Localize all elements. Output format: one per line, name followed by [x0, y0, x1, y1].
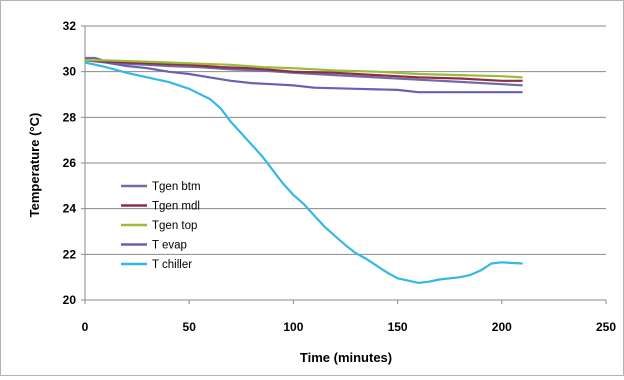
x-tick-label: 50: [183, 320, 197, 334]
x-axis-title: Time (minutes): [300, 350, 392, 365]
series-lines: [84, 56, 523, 284]
y-tick-label: 22: [63, 247, 77, 261]
y-tick-label: 24: [63, 202, 77, 216]
x-tick-label: 200: [492, 320, 512, 334]
legend-label: T chiller: [152, 259, 192, 271]
y-tick-label: 26: [63, 156, 77, 170]
x-tick-label: 0: [82, 320, 89, 334]
legend-label: T evap: [152, 240, 187, 252]
x-tick-label: 100: [283, 320, 303, 334]
y-tick-label: 28: [63, 110, 77, 124]
series-line-tgen-mdl: [84, 59, 523, 82]
series-line-t-chiller: [84, 61, 523, 284]
y-tick-label: 30: [63, 65, 77, 79]
legend-label: Tgen btm: [152, 181, 201, 193]
y-axis-title: Temperature (°C): [27, 113, 42, 218]
x-tick-label: 150: [388, 320, 408, 334]
series-line-tgen-top: [85, 59, 523, 79]
x-tick-label: 250: [596, 320, 616, 334]
legend-label: Tgen mdl: [152, 201, 200, 213]
axis-ticks: 20 22 24 26 28 30 32 0 50 100 150 200 250: [63, 19, 617, 334]
series-line-t-evap: [84, 59, 523, 94]
legend-label: Tgen top: [152, 220, 197, 232]
legend: Tgen btm Tgen mdl Tgen top T evap T chiller: [121, 181, 201, 271]
y-tick-label: 20: [63, 293, 77, 307]
y-tick-label: 32: [63, 19, 77, 33]
